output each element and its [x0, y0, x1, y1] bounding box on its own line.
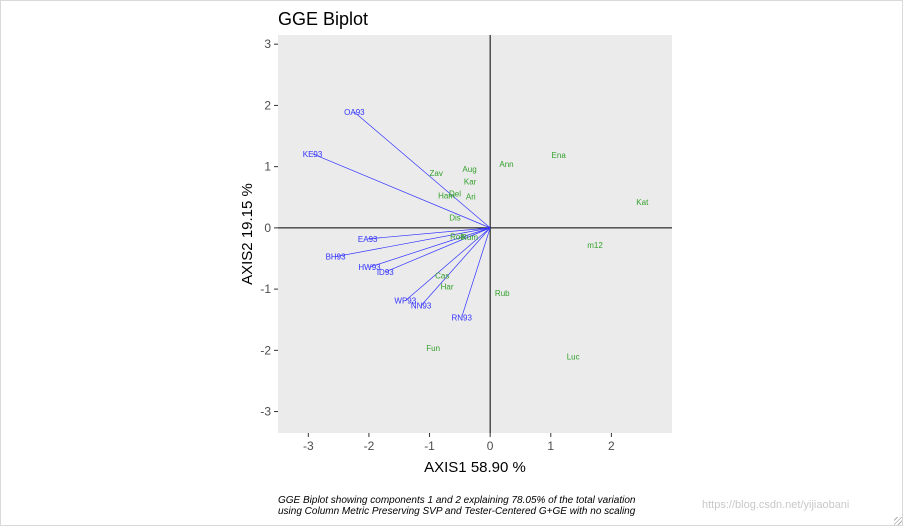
genotype-label: Ham [438, 191, 455, 200]
environment-label: NN93 [411, 302, 432, 311]
y-tick-label: 1 [264, 160, 271, 174]
environment-vector [385, 227, 491, 273]
environment-label: KE93 [303, 150, 323, 159]
genotype-label: Cas [435, 272, 449, 281]
y-tick-label: 2 [264, 98, 271, 112]
y-tick-label: -1 [260, 282, 271, 296]
genotype-label: Del [449, 190, 461, 199]
environment-vector [335, 227, 491, 257]
resize-grip-icon [894, 517, 902, 525]
environment-vector [367, 227, 491, 240]
genotype-label: Rum [461, 233, 478, 242]
y-tick-label: -3 [260, 405, 271, 419]
environment-label: WP93 [394, 297, 416, 306]
environment-label: BH93 [326, 253, 347, 262]
reference-lines [278, 35, 672, 433]
environment-vector [420, 227, 491, 306]
environment-vectors [312, 111, 491, 318]
environment-vector [369, 227, 491, 268]
genotype-label: Rub [495, 289, 510, 298]
x-tick-label: 2 [608, 439, 615, 453]
y-axis-title: AXIS2 19.15 % [239, 183, 256, 285]
genotype-label: Ari [466, 193, 476, 202]
genotype-label: m12 [587, 241, 603, 250]
figure-caption: GGE Biplot showing components 1 and 2 ex… [278, 495, 738, 517]
x-tick-label: 1 [547, 439, 554, 453]
environment-label: ID93 [377, 268, 394, 277]
genotype-label: Har [441, 283, 454, 292]
y-tick-label: 3 [264, 37, 271, 51]
chart-title: GGE Biplot [278, 9, 368, 29]
genotype-label: Kat [636, 198, 649, 207]
x-axis-title: AXIS1 58.90 % [424, 459, 526, 476]
environment-label: HW93 [358, 263, 381, 272]
genotype-label: Fun [426, 344, 440, 353]
environment-vector [405, 227, 491, 302]
environment-label: OA93 [344, 108, 365, 117]
environment-vector [312, 153, 491, 229]
genotype-label: Ena [552, 151, 567, 160]
axis-ticks: -3 -2 -1 0 1 2 -3 -2 -1 0 1 2 3 [260, 37, 615, 453]
y-tick-label: -2 [260, 343, 271, 357]
x-tick-label: -2 [364, 439, 375, 453]
caption-line-1: GGE Biplot showing components 1 and 2 ex… [278, 495, 636, 506]
y-tick-label: 0 [264, 221, 271, 235]
x-tick-label: 0 [487, 439, 494, 453]
genotype-label: Kar [464, 177, 477, 186]
environment-label: EA93 [358, 235, 378, 244]
watermark-text: https://blog.csdn.net/yijiaobani [702, 499, 850, 511]
genotype-label: Luc [567, 352, 580, 361]
environment-label: RN93 [451, 313, 472, 322]
caption-line-2: using Column Metric Preserving SVP and T… [278, 506, 636, 517]
genotype-label: Rob [450, 232, 465, 241]
x-tick-label: -3 [303, 439, 314, 453]
genotype-label: Ann [499, 160, 513, 169]
environment-vector [354, 111, 491, 229]
genotype-label: Zav [430, 169, 443, 178]
environment-vector [461, 227, 491, 318]
x-tick-label: -1 [424, 439, 435, 453]
genotype-label: Dis [449, 213, 461, 222]
genotype-label: Aug [462, 165, 476, 174]
